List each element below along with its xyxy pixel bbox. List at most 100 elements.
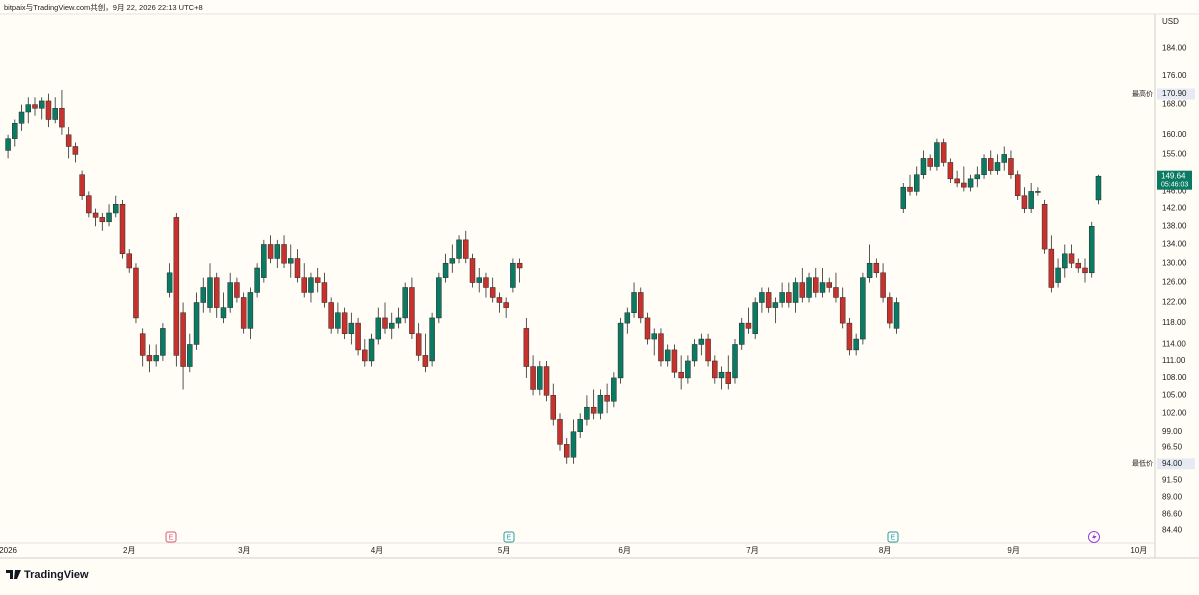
- candle-body: [180, 312, 186, 367]
- candle-body: [99, 217, 106, 223]
- candle-body: [153, 355, 159, 362]
- candle-body: [5, 138, 11, 151]
- candle-body: [106, 212, 112, 223]
- candle-body: [745, 322, 752, 329]
- candle-body: [947, 162, 954, 180]
- candle-body: [496, 297, 503, 303]
- candle-body: [961, 182, 967, 188]
- candle-body: [92, 212, 99, 218]
- candle-body: [368, 338, 375, 362]
- candle-body: [853, 338, 859, 351]
- candle-body: [920, 158, 927, 175]
- candle-body: [1068, 253, 1075, 264]
- candle-body: [449, 258, 456, 264]
- footer-logo-text: TradingView: [24, 569, 89, 581]
- candle-body: [59, 108, 65, 128]
- candle-body: [732, 344, 738, 379]
- candle-body: [1008, 158, 1014, 175]
- low-marker-label: 最低价: [1132, 459, 1153, 468]
- x-tick-label: 9月: [1007, 546, 1019, 555]
- y-tick-label: 160.00: [1162, 130, 1187, 139]
- candle-body: [173, 217, 180, 356]
- candle-body: [207, 277, 213, 308]
- y-tick-label: 105.00: [1162, 390, 1187, 399]
- y-tick-label: 126.00: [1162, 278, 1187, 287]
- candle-body: [456, 239, 462, 259]
- y-tick-label: 86.60: [1162, 510, 1183, 519]
- candle-body: [799, 282, 806, 298]
- candle-body: [839, 297, 846, 324]
- candle-body: [341, 312, 348, 334]
- candle-body: [718, 371, 725, 379]
- x-tick-label: 8月: [879, 546, 891, 555]
- candle-body: [563, 444, 570, 458]
- x-tick-label: 6月: [618, 546, 630, 555]
- event-marker: E: [887, 531, 899, 543]
- price-marker-value: 94.00: [1162, 459, 1183, 468]
- candle-body: [900, 186, 907, 209]
- candle-body: [113, 204, 119, 214]
- candle-body: [52, 108, 58, 120]
- candle-body: [18, 111, 25, 124]
- candle-body: [422, 355, 429, 367]
- candle-body: [193, 302, 200, 345]
- candle-body: [160, 328, 166, 356]
- y-tick-label: 176.00: [1162, 71, 1187, 80]
- y-tick-label: 130.00: [1162, 258, 1187, 267]
- candle-body: [530, 366, 536, 390]
- event-label: E: [169, 534, 174, 541]
- candle-body: [570, 431, 577, 458]
- candle-body: [752, 302, 758, 334]
- candle-body: [388, 322, 395, 329]
- candle-body: [335, 312, 341, 329]
- event-label: E: [507, 534, 512, 541]
- candle-body: [974, 174, 981, 180]
- candle-body: [1041, 204, 1048, 250]
- candle-body: [691, 344, 698, 362]
- candle-body: [1082, 267, 1088, 274]
- candle-body: [489, 287, 496, 298]
- high-marker-label: 最高价: [1132, 89, 1153, 98]
- candle-body: [321, 282, 328, 303]
- candle-body: [887, 297, 893, 324]
- y-tick-label: 114.00: [1162, 340, 1186, 349]
- candle-body: [119, 204, 126, 255]
- candle-body: [631, 292, 637, 313]
- candle-body: [281, 244, 287, 264]
- y-tick-label: 134.00: [1162, 240, 1187, 249]
- candle-body: [664, 349, 671, 362]
- price-marker-value: 170.90: [1162, 89, 1187, 98]
- candle-body: [308, 277, 314, 293]
- candle-body: [826, 282, 832, 288]
- candle-body: [617, 322, 624, 379]
- candle-body: [537, 366, 543, 390]
- candle-body: [234, 282, 240, 298]
- candle-body: [1075, 262, 1082, 269]
- candle-body: [1048, 248, 1055, 288]
- candle-body: [1062, 253, 1068, 269]
- candle-body: [671, 349, 678, 373]
- candle-body: [126, 253, 132, 269]
- candle-body: [314, 277, 321, 283]
- candle-body: [738, 322, 745, 345]
- candle-body: [685, 360, 691, 379]
- candle-body: [38, 100, 45, 109]
- candle-body: [254, 267, 260, 293]
- candle-body: [806, 277, 812, 298]
- candle-body: [786, 292, 792, 303]
- candle-body: [893, 302, 900, 329]
- candle-body: [415, 333, 422, 356]
- candle-body: [247, 292, 254, 329]
- candle-body: [1088, 226, 1095, 274]
- candle-body: [463, 239, 469, 259]
- candle-body: [355, 322, 361, 351]
- y-tick-label: 155.00: [1162, 150, 1187, 159]
- candle-body: [994, 162, 1001, 171]
- candle-body: [1001, 154, 1007, 163]
- candle-body: [1055, 267, 1061, 283]
- candle-body: [200, 287, 207, 303]
- candle-body: [940, 142, 947, 163]
- x-tick-label: 5月: [498, 546, 510, 555]
